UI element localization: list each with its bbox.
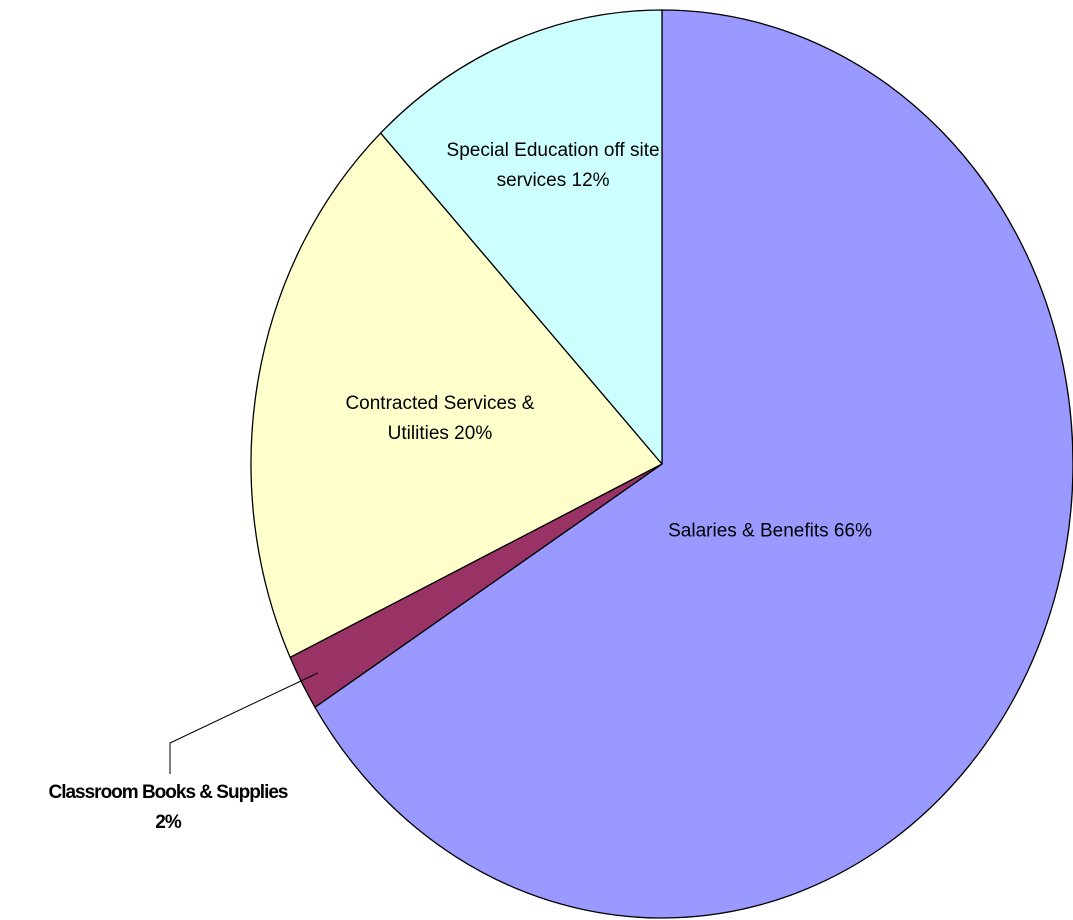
pie-slice-3: [380, 9, 663, 465]
slice-label-line: Utilities 20%: [388, 423, 493, 444]
slice-label-2: Contracted Services & Utilities 20%: [345, 393, 534, 444]
leader-line-1: [169, 672, 319, 774]
slice-label-line: 2%: [155, 812, 182, 833]
pie-slice-0: [314, 9, 1073, 919]
slices-layer: [250, 9, 1073, 919]
labels-layer: Salaries & Benefits 66% Classroom Books &…: [48, 140, 872, 833]
slice-label-line: services 12%: [497, 170, 610, 191]
slice-label-1: Classroom Books & Supplies 2%: [48, 782, 287, 833]
slice-label-3: Special Education off site services 12%: [447, 140, 660, 191]
slice-label-line: Salaries & Benefits 66%: [668, 521, 872, 542]
slice-label-line: Contracted Services &: [345, 393, 534, 414]
slice-label-line: Classroom Books & Supplies: [48, 782, 287, 803]
slice-label-0: Salaries & Benefits 66%: [668, 521, 872, 542]
pie-slice-2: [250, 132, 663, 658]
leaders-layer: [169, 672, 319, 774]
slice-label-line: Special Education off site: [447, 140, 660, 161]
